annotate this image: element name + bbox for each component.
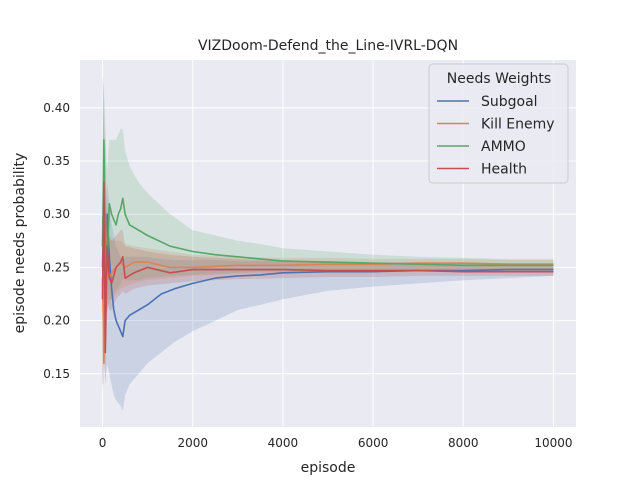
kill-enemy-confidence-band bbox=[102, 129, 554, 385]
y-tick-label: 0.15 bbox=[43, 367, 70, 381]
subgoal-line bbox=[101, 202, 554, 343]
y-tick-label: 0.20 bbox=[43, 314, 70, 328]
confidence-bands bbox=[102, 76, 554, 411]
y-axis-label: episode needs probability bbox=[12, 153, 28, 334]
x-tick-label: 0 bbox=[99, 436, 107, 450]
y-tick-label: 0.35 bbox=[43, 154, 70, 168]
x-axis-label: episode bbox=[301, 460, 356, 476]
y-tick-label: 0.30 bbox=[43, 207, 70, 221]
ammo-confidence-band bbox=[102, 76, 554, 396]
subgoal-legend-label: Subgoal bbox=[481, 94, 538, 110]
x-tick-label: 8000 bbox=[448, 436, 479, 450]
legend: Needs Weights Subgoal Kill Enemy AMMO Healt… bbox=[428, 63, 569, 184]
legend-title: Needs Weights bbox=[447, 71, 551, 87]
health-line bbox=[101, 181, 554, 354]
tick-labels: 0 2000 4000 6000 8000 10000 0.15 0.20 0.25 0.30 0.… bbox=[43, 101, 572, 450]
y-tick-label: 0.40 bbox=[43, 101, 70, 115]
x-tick-label: 10000 bbox=[534, 436, 572, 450]
chart-title: VIZDoom-Defend_the_Line-IVRL-DQN bbox=[198, 38, 458, 54]
kill-enemy-legend-label: Kill Enemy bbox=[481, 117, 555, 133]
health-legend-label: Health bbox=[481, 162, 527, 178]
ammo-legend-label: AMMO bbox=[481, 139, 526, 155]
x-tick-label: 2000 bbox=[177, 436, 208, 450]
series-lines bbox=[101, 139, 554, 365]
ammo-line bbox=[101, 139, 554, 269]
x-tick-label: 4000 bbox=[268, 436, 299, 450]
y-tick-label: 0.25 bbox=[43, 260, 70, 274]
x-tick-label: 6000 bbox=[358, 436, 389, 450]
legend-box bbox=[428, 63, 569, 184]
